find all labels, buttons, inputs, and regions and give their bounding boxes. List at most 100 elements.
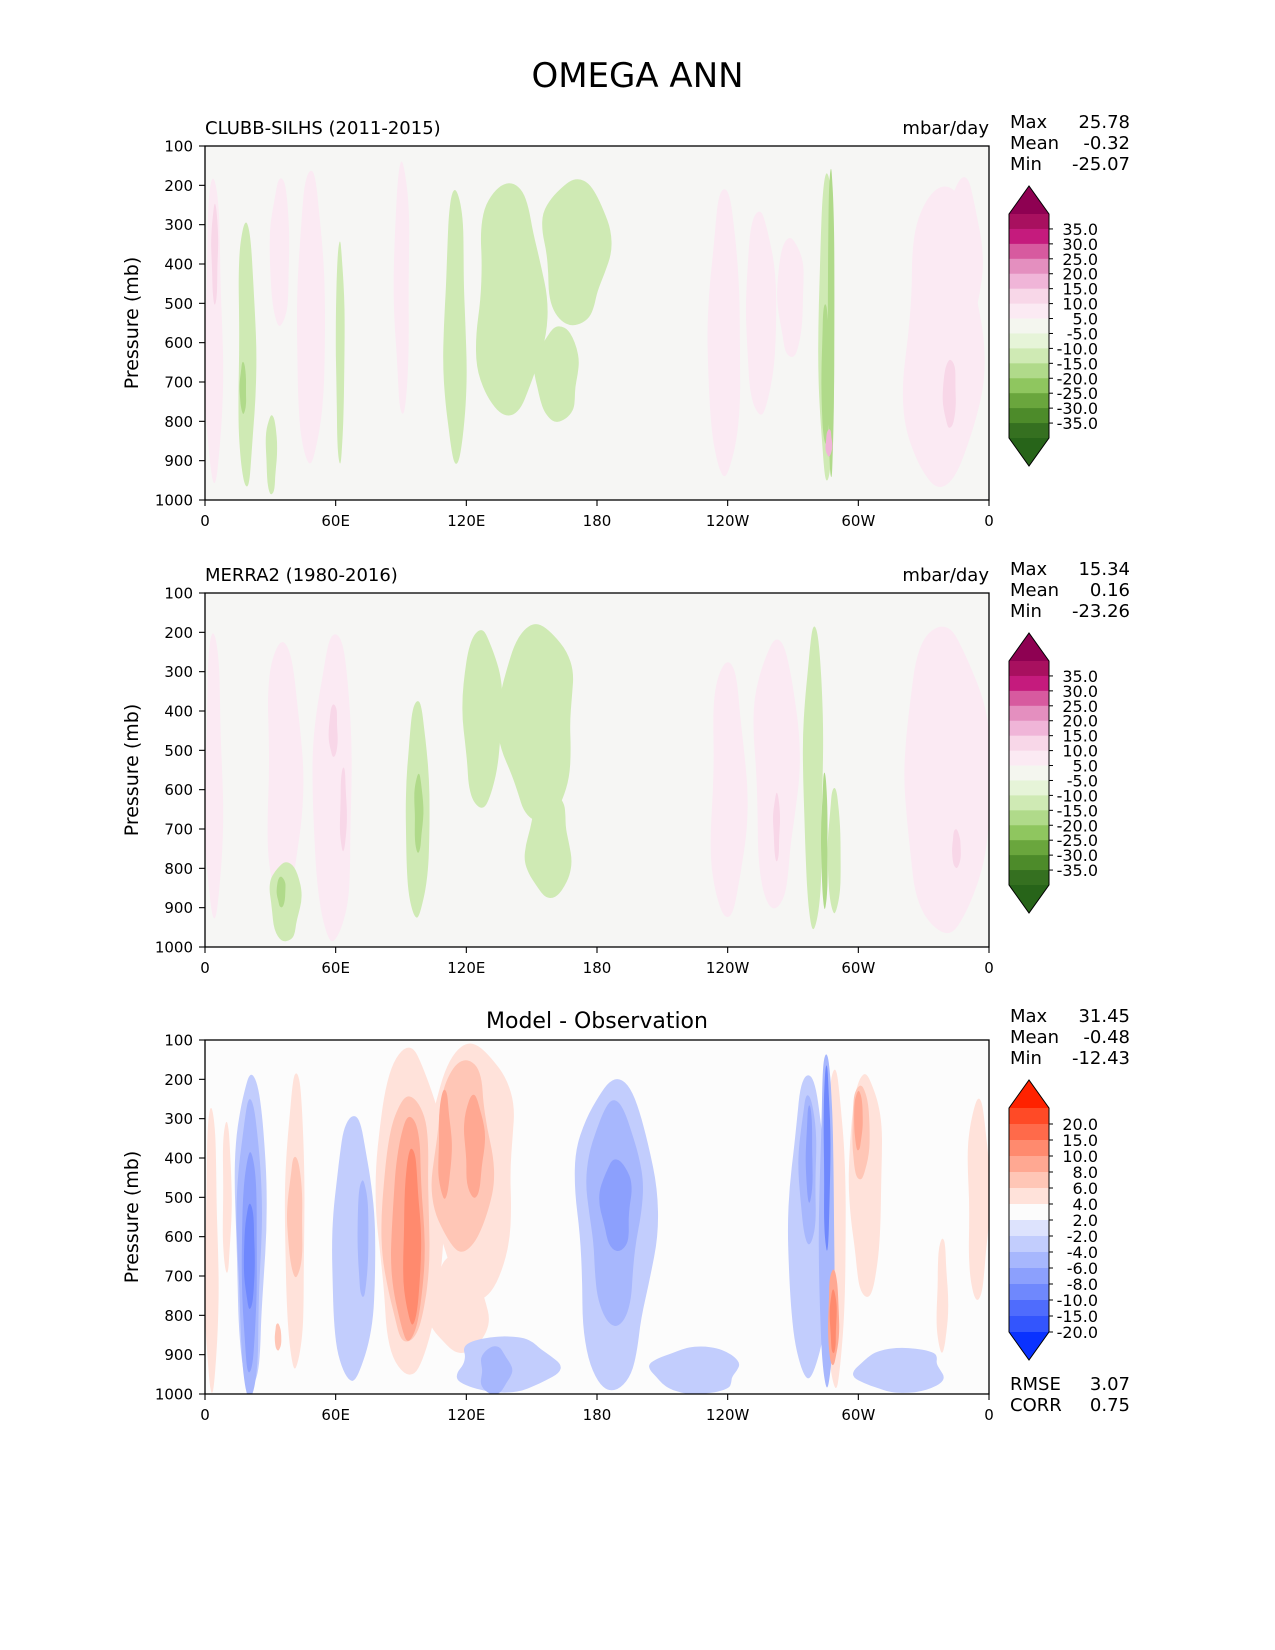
y-tick-label: 600 (164, 334, 193, 352)
colorbar-swatch (1009, 1156, 1049, 1173)
colorbar-swatch (1009, 765, 1049, 781)
x-tick-label: 0 (984, 959, 994, 977)
contour-region (335, 241, 345, 464)
contour-region (296, 170, 325, 464)
colorbar-swatch (1009, 318, 1049, 334)
contour-region (904, 626, 989, 934)
colorbar-tick-label: -20.0 (1057, 816, 1098, 835)
colorbar-extend-min (1009, 885, 1049, 913)
contour-region (753, 639, 800, 909)
units-label: mbar/day (902, 118, 989, 139)
colorbar-tick-label: 5.0 (1073, 310, 1098, 329)
contour-region (802, 626, 824, 930)
colorbar-swatch (1009, 1204, 1049, 1221)
colorbar-tick-label: 25.0 (1062, 697, 1098, 716)
y-tick-label: 100 (164, 1032, 193, 1050)
stat-label: Max (1010, 559, 1048, 580)
colorbar-swatch (1009, 393, 1049, 409)
stat-label: Min (1010, 601, 1042, 622)
contour-region (414, 773, 424, 853)
stat-value: 25.78 (1078, 112, 1130, 133)
y-tick-label: 100 (164, 138, 193, 156)
stat-label: Min (1010, 1048, 1042, 1069)
colorbar-tick-label: -15.0 (1057, 1307, 1098, 1326)
colorbar-swatch (1009, 1300, 1049, 1317)
colorbar-swatch (1009, 273, 1049, 290)
contour-region (599, 1159, 632, 1252)
contour-region (463, 1094, 486, 1198)
colorbar-tick-label: 6.0 (1073, 1179, 1098, 1198)
colorbar-tick-label: -5.0 (1067, 324, 1098, 343)
contour-region (825, 429, 833, 457)
panel-difference: 100 200 300 400 500 600 700 800 900 1000 0 60E 120E 1… (121, 1006, 1130, 1424)
contour-region (942, 359, 956, 428)
contour-region (496, 624, 574, 822)
colorbar-tick-label: -15.0 (1057, 354, 1098, 373)
colorbar-tick-label: -25.0 (1057, 831, 1098, 850)
colorbar-tick-label: 4.0 (1073, 1195, 1098, 1214)
colorbar-tick-label: -4.0 (1067, 1243, 1098, 1262)
contour-region (649, 1346, 740, 1394)
colorbar-tick-label: 35.0 (1062, 220, 1098, 239)
y-tick-label: 400 (164, 1150, 193, 1168)
colorbar-tick-label: -15.0 (1057, 801, 1098, 820)
stat-value: 0.16 (1090, 580, 1130, 601)
contour-region (707, 189, 741, 477)
x-tick-label: 60W (841, 959, 875, 977)
stat-label: Max (1010, 112, 1048, 133)
colorbar-swatch (1009, 423, 1049, 439)
y-tick-label: 1000 (155, 939, 193, 957)
stat-value: -0.32 (1083, 133, 1130, 154)
contour-region (312, 634, 352, 942)
contour-region (269, 178, 290, 327)
x-tick-label: 120E (447, 1406, 485, 1424)
contour-region (276, 876, 286, 908)
contour-region (852, 1347, 944, 1393)
colorbar-outline (1008, 185, 1050, 467)
contour-region (827, 788, 841, 914)
colorbar-swatch (1009, 1172, 1049, 1189)
colorbar-tick-label: 2.0 (1073, 1211, 1098, 1230)
contour-region (827, 168, 835, 478)
contour-region (829, 1289, 837, 1354)
colorbar-outline (1008, 632, 1050, 914)
contour-region (332, 1116, 376, 1381)
y-tick-label: 300 (164, 663, 193, 681)
colorbar-tick-label: 10.0 (1062, 742, 1098, 761)
contour-region (967, 1098, 989, 1300)
colorbar-extend-min (1009, 438, 1049, 466)
colorbar-swatch (1009, 1236, 1049, 1253)
colorbar-swatch (1009, 675, 1049, 692)
colorbar-swatch (1009, 1188, 1049, 1205)
contour-region (265, 415, 278, 495)
colorbar: 35.030.025.020.015.010.05.0-5.0-10.0-15.… (1008, 632, 1098, 914)
colorbar-swatch (1009, 1220, 1049, 1237)
y-tick-label: 300 (164, 216, 193, 234)
panel-title: CLUBB-SILHS (2011-2015) (205, 118, 441, 139)
colorbar-swatch (1009, 378, 1049, 394)
x-tick-label: 120W (706, 512, 750, 530)
y-tick-label: 500 (164, 295, 193, 313)
colorbar-tick-label: -10.0 (1057, 786, 1098, 805)
x-tick-label: 60W (841, 512, 875, 530)
colorbar-tick-label: 30.0 (1062, 682, 1098, 701)
contour-region (239, 361, 247, 414)
contour-region (475, 183, 548, 416)
stat-label: RMSE (1010, 1374, 1061, 1395)
colorbar-swatch (1009, 855, 1049, 871)
units-label: mbar/day (902, 565, 989, 586)
colorbar-tick-label: -5.0 (1067, 771, 1098, 790)
contour-region (238, 222, 257, 487)
colorbar-tick-label: 20.0 (1062, 265, 1098, 284)
colorbar-swatch (1009, 795, 1049, 811)
contour-region (393, 161, 410, 414)
y-tick-label: 800 (164, 860, 193, 878)
contour-region (267, 642, 304, 910)
x-tick-label: 180 (583, 512, 612, 530)
x-tick-label: 120E (447, 512, 485, 530)
colorbar-swatch (1009, 690, 1049, 707)
colorbar-tick-label: -8.0 (1067, 1275, 1098, 1294)
contour-region (339, 767, 347, 852)
x-tick-label: 180 (583, 959, 612, 977)
colorbar-tick-label: 8.0 (1073, 1163, 1098, 1182)
